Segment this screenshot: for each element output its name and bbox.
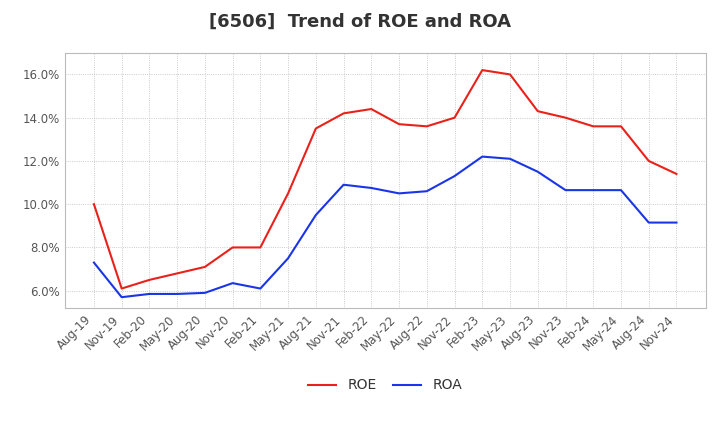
ROA <box>228 280 237 286</box>
ROA <box>534 169 542 174</box>
ROA <box>644 220 653 225</box>
ROA <box>616 187 625 193</box>
ROE <box>423 124 431 129</box>
ROA <box>339 182 348 187</box>
ROE <box>616 124 625 129</box>
ROE <box>89 202 98 207</box>
ROA <box>423 189 431 194</box>
ROE <box>505 72 514 77</box>
ROE <box>534 109 542 114</box>
ROA <box>201 290 210 296</box>
ROA <box>395 191 403 196</box>
ROA <box>478 154 487 159</box>
ROE <box>561 115 570 120</box>
ROE <box>339 111 348 116</box>
Text: [6506]  Trend of ROE and ROA: [6506] Trend of ROE and ROA <box>209 13 511 31</box>
ROE <box>284 191 292 196</box>
ROA <box>173 291 181 297</box>
ROE <box>450 115 459 120</box>
ROE <box>228 245 237 250</box>
ROA <box>589 187 598 193</box>
ROE <box>145 277 154 282</box>
ROE <box>312 126 320 131</box>
ROA <box>312 213 320 218</box>
ROA <box>450 173 459 179</box>
ROE <box>173 271 181 276</box>
ROE <box>589 124 598 129</box>
ROE <box>256 245 265 250</box>
ROE <box>395 121 403 127</box>
ROA <box>284 256 292 261</box>
Legend: ROE, ROA: ROE, ROA <box>303 373 467 398</box>
ROE <box>367 106 376 112</box>
Line: ROA: ROA <box>94 157 677 297</box>
ROA <box>505 156 514 161</box>
ROA <box>561 187 570 193</box>
ROE <box>478 67 487 73</box>
ROE <box>672 171 681 176</box>
ROA <box>367 185 376 191</box>
ROE <box>644 158 653 164</box>
ROA <box>89 260 98 265</box>
ROE <box>201 264 210 270</box>
ROA <box>145 291 154 297</box>
Line: ROE: ROE <box>94 70 677 289</box>
ROA <box>256 286 265 291</box>
ROA <box>672 220 681 225</box>
ROE <box>117 286 126 291</box>
ROA <box>117 294 126 300</box>
